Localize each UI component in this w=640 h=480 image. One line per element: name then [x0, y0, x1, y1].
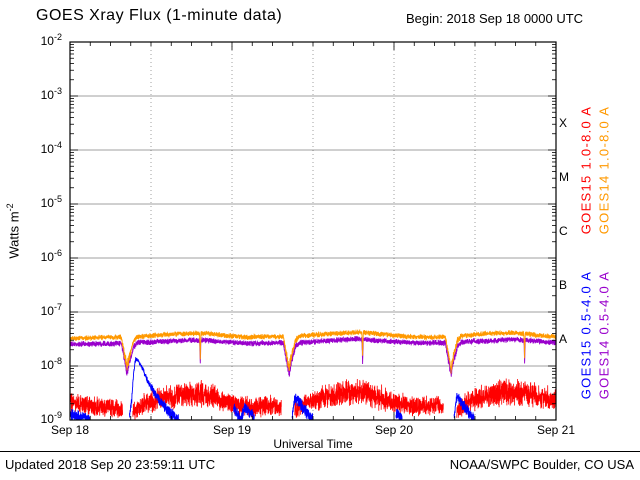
legend-label-goes15_short: GOES15 0.5-4.0 A: [578, 270, 594, 400]
y-tick-label: 10-4: [40, 140, 62, 157]
trace-goes15_short: [453, 392, 476, 420]
flare-class-letter-X: X: [559, 116, 568, 130]
y-tick-label: 10-3: [40, 86, 62, 103]
trace-goes15_short: [395, 409, 403, 420]
agency-credit: NOAA/SWPC Boulder, CO USA: [449, 457, 634, 472]
flare-class-letter-M: M: [559, 170, 569, 184]
chart-title: GOES Xray Flux (1-minute data): [36, 7, 283, 24]
legend-label-goes15_long: GOES15 1.0-8.0 A: [578, 105, 594, 235]
trace-goes14_short: [70, 336, 556, 377]
y-tick-label: 10-9: [40, 410, 62, 427]
updated-timestamp: Updated 2018 Sep 20 23:59:11 UTC: [5, 457, 216, 472]
y-tick-label: 10-2: [40, 32, 62, 49]
y-tick-label: 10-6: [40, 248, 62, 265]
trace-goes15_long: [294, 378, 444, 418]
x-tick-label: Sep 20: [374, 423, 414, 437]
trace-goes15_long: [70, 393, 123, 418]
flare-class-letter-B: B: [559, 278, 568, 292]
flare-class-letter-C: C: [559, 224, 568, 238]
y-tick-label: 10-5: [40, 194, 62, 211]
footer-divider-line: [0, 451, 640, 452]
gridlines: [70, 42, 556, 420]
begin-timestamp-label: Begin: 2018 Sep 18 0000 UTC: [406, 11, 584, 26]
trace-goes15_long: [132, 379, 282, 420]
y-tick-label: 10-7: [40, 302, 62, 319]
y-axis-title-exponent: -2: [5, 203, 16, 212]
x-tick-label: Sep 21: [536, 423, 576, 437]
legend-label-goes14_short: GOES14 0.5-4.0 A: [596, 270, 612, 400]
axis-ticks: [69, 41, 557, 421]
trace-goes14_long: [70, 329, 556, 374]
trace-goes15_short: [128, 357, 180, 420]
data-traces: [70, 329, 556, 420]
flare-class-letter-A: A: [559, 332, 568, 346]
x-tick-label: Sep 19: [212, 423, 252, 437]
plot-border: [69, 41, 557, 421]
x-axis-title: Universal Time: [273, 437, 353, 451]
trace-goes15_short: [291, 393, 314, 420]
trace-goes15_short: [232, 403, 255, 420]
trace-goes15_short: [70, 408, 91, 420]
x-tick-label: Sep 18: [50, 423, 90, 437]
y-tick-label: 10-8: [40, 356, 62, 373]
legend-label-goes14_long: GOES14 1.0-8.0 A: [596, 105, 612, 235]
trace-goes15_long: [456, 378, 556, 418]
